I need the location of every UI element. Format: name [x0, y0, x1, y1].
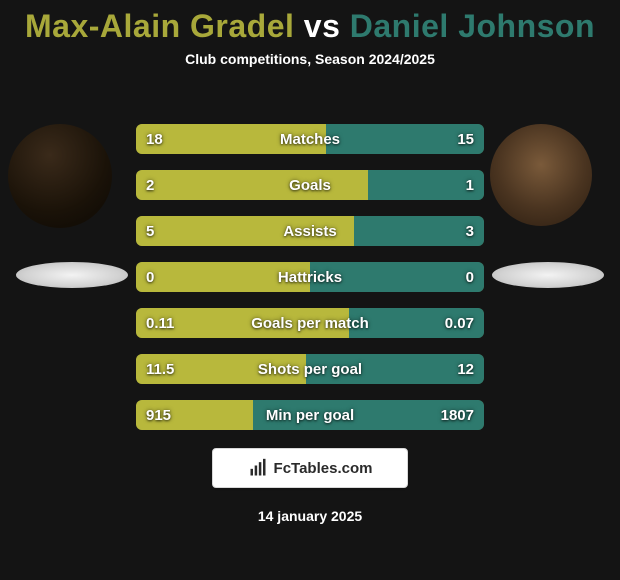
stat-fill-right: [354, 216, 485, 246]
comparison-title: Max-Alain Gradel vs Daniel Johnson: [0, 0, 620, 45]
stat-fill-left: [136, 262, 310, 292]
stat-fill-left: [136, 308, 349, 338]
stat-fill-left: [136, 400, 253, 430]
stat-fill-right: [368, 170, 484, 200]
stat-fill-left: [136, 354, 306, 384]
brand-text: FcTables.com: [274, 460, 373, 477]
stat-row: Goals21: [136, 170, 484, 200]
player2-name: Daniel Johnson: [350, 8, 595, 44]
brand-bars-icon: [248, 458, 268, 478]
brand-badge: FcTables.com: [212, 448, 408, 488]
stat-row: Shots per goal11.512: [136, 354, 484, 384]
stat-row: Assists53: [136, 216, 484, 246]
date-text: 14 january 2025: [0, 508, 620, 524]
vs-text: vs: [304, 8, 341, 44]
stat-fill-right: [310, 262, 484, 292]
stat-row: Min per goal9151807: [136, 400, 484, 430]
stat-fill-right: [253, 400, 484, 430]
stat-fill-left: [136, 216, 354, 246]
stat-fill-left: [136, 124, 326, 154]
subtitle: Club competitions, Season 2024/2025: [0, 51, 620, 67]
stat-fill-left: [136, 170, 368, 200]
stats-panel: Matches1815 Goals21 Assists53 Hattricks00 Go…: [136, 124, 484, 446]
player1-name: Max-Alain Gradel: [25, 8, 294, 44]
stat-fill-right: [349, 308, 484, 338]
stat-row: Goals per match0.110.07: [136, 308, 484, 338]
stat-fill-right: [326, 124, 484, 154]
stat-fill-right: [306, 354, 484, 384]
stat-row: Hattricks00: [136, 262, 484, 292]
player2-avatar: [490, 124, 592, 226]
player1-shadow: [16, 262, 128, 288]
stat-row: Matches1815: [136, 124, 484, 154]
player1-avatar: [8, 124, 112, 228]
player2-shadow: [492, 262, 604, 288]
